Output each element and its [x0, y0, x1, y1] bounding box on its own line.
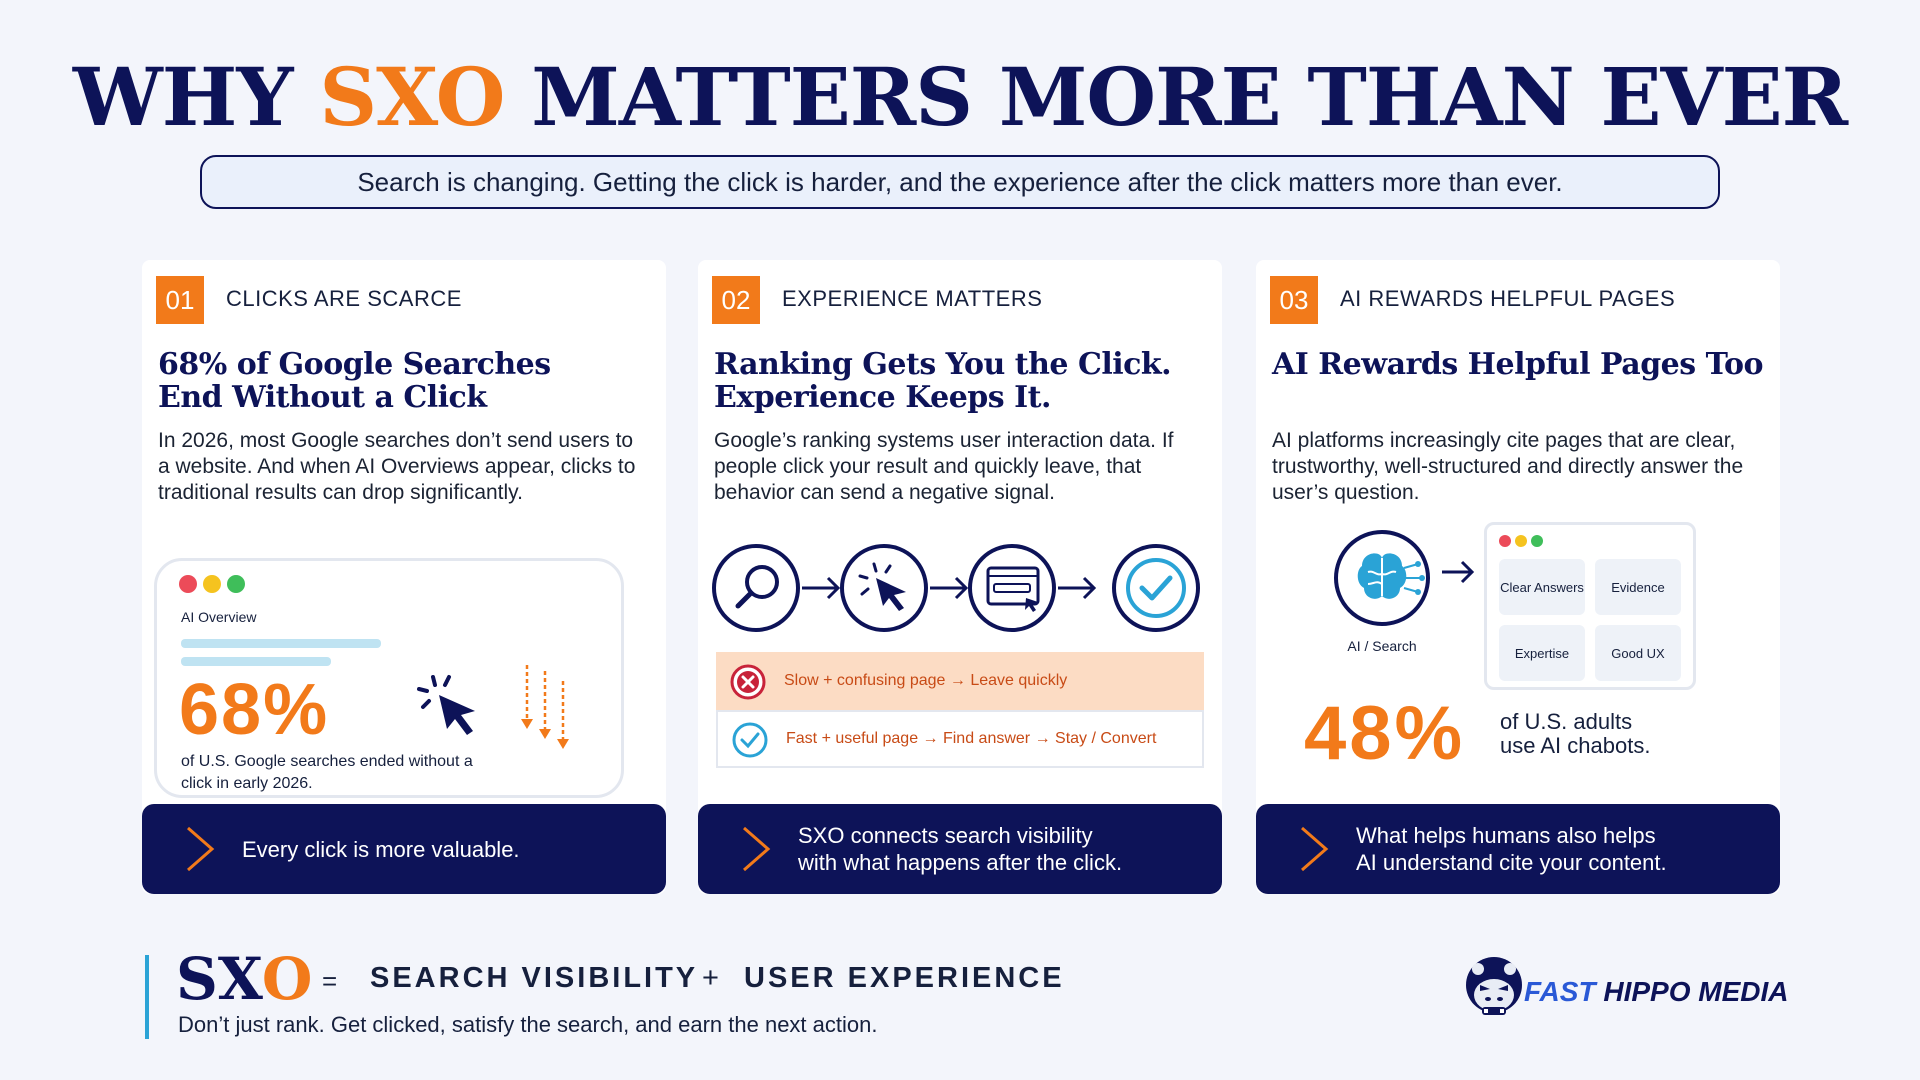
x-circle-icon	[730, 664, 766, 700]
stat-value: 68%	[179, 670, 330, 750]
placeholder-bar	[181, 657, 331, 666]
sxo-wordmark: SXO	[176, 945, 313, 1013]
window-dot-green	[227, 575, 245, 593]
window-dot-red	[1499, 535, 1511, 547]
card-number: 03	[1270, 276, 1318, 324]
plus-sign: +	[702, 962, 719, 994]
card-clicks-are-scarce: 01 CLICKS ARE SCARCE 68% of Google Searc…	[142, 260, 666, 894]
stat-caption: of U.S. adults use AI chabots.	[1500, 709, 1651, 758]
title-accent: SXO	[319, 50, 505, 144]
ai-overview-label: AI Overview	[181, 609, 257, 625]
card-headline: 68% of Google Searches End Without a Clic…	[158, 347, 551, 415]
positive-outcome-text: Fast + useful page → Find answer → Stay …	[786, 730, 1157, 747]
card-body: Google’s ranking systems user interactio…	[714, 429, 1174, 504]
search-icon	[712, 544, 800, 632]
hippo-logo-icon	[1466, 957, 1522, 1015]
card-banner: Every click is more valuable.	[142, 804, 666, 894]
down-arrows-icon	[521, 665, 569, 749]
window-dot-green	[1531, 535, 1543, 547]
card-ai-rewards: 03 AI REWARDS HELPFUL PAGES AI Rewards H…	[1256, 260, 1780, 894]
chevron-right-icon	[1301, 826, 1329, 872]
window-dot-red	[179, 575, 197, 593]
cursor-click-icon	[840, 544, 928, 632]
user-journey-flow	[712, 544, 1200, 632]
stat-caption: of U.S. Google searches ended without a …	[181, 753, 473, 792]
negative-outcome-text: Slow + confusing page → Leave quickly	[784, 672, 1068, 689]
card-body: In 2026, most Google searches don’t send…	[158, 429, 636, 504]
check-circle-icon	[732, 722, 768, 758]
card-headline: AI Rewards Helpful Pages Too	[1272, 347, 1764, 382]
check-circle-icon	[1112, 544, 1200, 632]
brand-name: FAST HIPPO MEDIA	[1524, 976, 1789, 1007]
equals-sign: =	[322, 966, 338, 996]
placeholder-bar	[181, 639, 381, 648]
card-headline: Ranking Gets You the Click. Experience Ke…	[714, 347, 1172, 415]
quality-tile: Expertise	[1499, 625, 1585, 681]
window-dot-yellow	[203, 575, 221, 593]
arrow-right-icon	[1442, 560, 1475, 584]
card-body: AI platforms increasingly cite pages tha…	[1272, 429, 1744, 504]
negative-outcome-row: Slow + confusing page → Leave quickly	[716, 652, 1204, 710]
card-kicker: AI REWARDS HELPFUL PAGES	[1340, 286, 1676, 311]
content-qualities-panel: Clear Answers Evidence Expertise Good UX	[1484, 522, 1696, 690]
quality-tile: Evidence	[1595, 559, 1681, 615]
banner-text: Every click is more valuable.	[242, 836, 520, 862]
positive-outcome-row: Fast + useful page → Find answer → Stay …	[716, 710, 1204, 768]
banner-text: What helps humans also helps AI understan…	[1356, 823, 1667, 875]
quality-tile: Good UX	[1595, 625, 1681, 681]
term-user-experience: USER EXPERIENCE	[744, 962, 1065, 994]
window-dot-yellow	[1515, 535, 1527, 547]
card-kicker: CLICKS ARE SCARCE	[226, 286, 462, 311]
ai-overview-mock: AI Overview 68% of U.S. Google searches …	[154, 558, 624, 798]
banner-text: SXO connects search visibility with what …	[798, 823, 1123, 875]
card-experience-matters: 02 EXPERIENCE MATTERS Ranking Gets You t…	[698, 260, 1222, 894]
page-title: WHY SXO MATTERS MORE THAN EVER	[72, 50, 1848, 144]
brain-label: AI / Search	[1347, 638, 1417, 654]
stat-value: 48%	[1304, 691, 1466, 776]
browser-window-icon	[968, 544, 1056, 632]
chevron-right-icon	[187, 826, 215, 872]
card-number: 02	[712, 276, 760, 324]
term-search-visibility: SEARCH VISIBILITY	[370, 962, 699, 994]
card-banner: SXO connects search visibility with what …	[698, 804, 1222, 894]
footer-accent-line	[145, 955, 149, 1039]
footer-tagline: Don’t just rank. Get clicked, satisfy th…	[178, 1012, 878, 1037]
cursor-click-icon	[417, 675, 475, 735]
chevron-right-icon	[743, 826, 771, 872]
card-banner: What helps humans also helps AI understan…	[1256, 804, 1780, 894]
quality-tile: Clear Answers	[1499, 559, 1585, 615]
card-number: 01	[156, 276, 204, 324]
ai-brain-icon	[1334, 530, 1430, 626]
subtitle-box: Search is changing. Getting the click is…	[200, 155, 1720, 209]
card-kicker: EXPERIENCE MATTERS	[782, 286, 1043, 311]
